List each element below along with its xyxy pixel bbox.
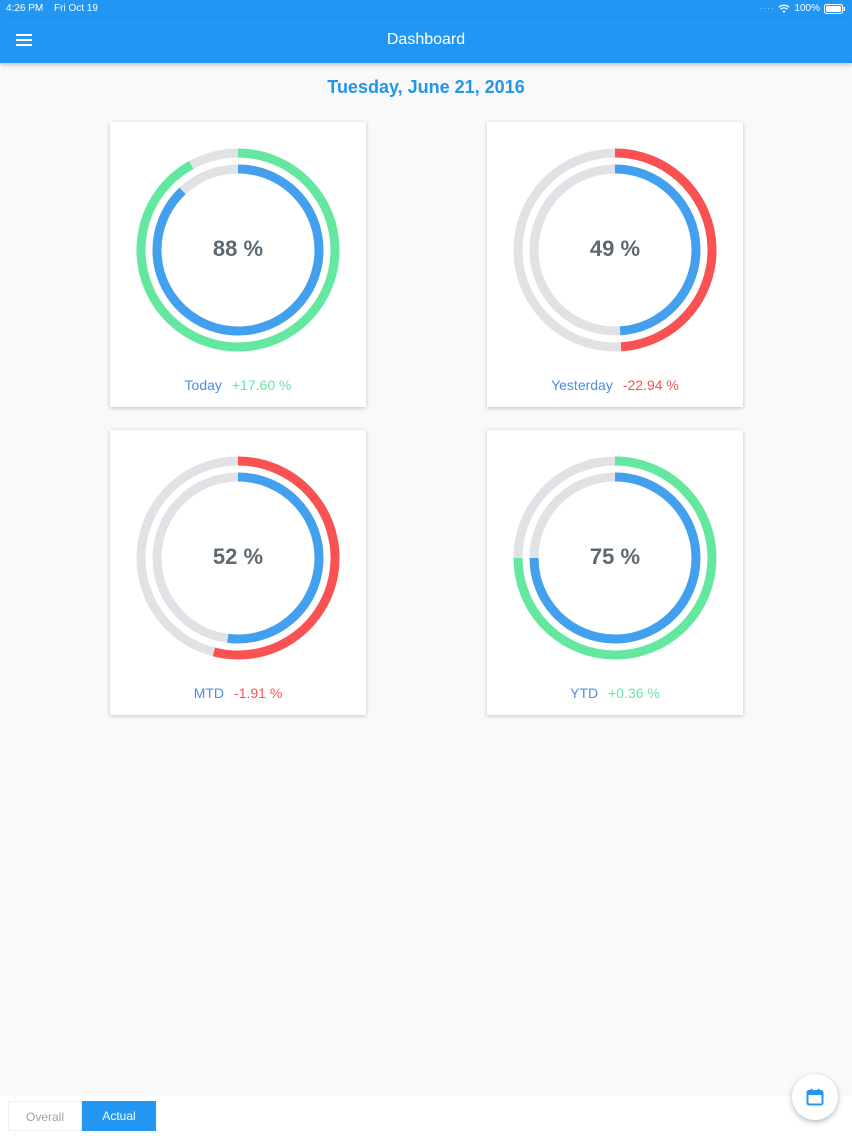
date-label: Tuesday, June 21, 2016 xyxy=(327,77,525,97)
signal-dots-icon: ···· xyxy=(759,4,775,13)
change-value: -1.91 % xyxy=(234,685,283,701)
period-label: Today xyxy=(184,377,222,393)
page-title: Dashboard xyxy=(386,31,466,48)
view-tabs: Overall Actual xyxy=(0,1096,852,1136)
app-bar: Dashboard xyxy=(0,18,852,63)
donut-chart xyxy=(513,148,717,352)
battery-percent: 100% xyxy=(794,3,820,14)
tab-actual[interactable]: Actual xyxy=(82,1101,156,1131)
period-label: MTD xyxy=(193,685,225,701)
hamburger-menu-icon xyxy=(16,34,32,46)
kpi-card-ytd[interactable]: 75 % YTD +0.36 % xyxy=(487,430,743,715)
period-label: YTD xyxy=(570,685,599,701)
inner-ring-arc xyxy=(529,472,701,644)
donut-chart xyxy=(136,148,340,352)
status-bar: 4:26 PM Fri Oct 19 ···· 100% xyxy=(0,0,852,18)
battery-icon xyxy=(824,3,846,14)
status-date: Fri Oct 19 xyxy=(54,3,98,14)
donut-chart xyxy=(136,456,340,660)
change-value: -22.94 % xyxy=(622,377,679,393)
card-footer: Yesterday -22.94 % xyxy=(487,377,743,393)
wifi-icon xyxy=(778,4,791,14)
calendar-button[interactable] xyxy=(792,1074,838,1120)
tab-overall[interactable]: Overall xyxy=(8,1101,82,1131)
card-footer: MTD -1.91 % xyxy=(110,685,366,701)
kpi-card-yesterday[interactable]: 49 % Yesterday -22.94 % xyxy=(487,122,743,407)
outer-ring-arc xyxy=(136,148,340,352)
kpi-card-mtd[interactable]: 52 % MTD -1.91 % xyxy=(110,430,366,715)
menu-button[interactable] xyxy=(12,28,36,52)
percent-value: 75 % xyxy=(589,544,641,569)
donut-chart xyxy=(513,456,717,660)
period-label: Yesterday xyxy=(551,377,613,393)
kpi-card-today[interactable]: 88 % Today +17.60 % xyxy=(110,122,366,407)
calendar-icon xyxy=(806,1088,824,1106)
percent-value: 49 % xyxy=(589,236,641,261)
inner-ring-arc xyxy=(614,164,701,336)
percent-value: 88 % xyxy=(212,236,264,261)
change-value: +0.36 % xyxy=(608,685,660,701)
card-footer: Today +17.60 % xyxy=(110,377,366,393)
percent-value: 52 % xyxy=(212,544,264,569)
change-value: +17.60 % xyxy=(231,377,292,393)
inner-ring-arc xyxy=(227,472,324,644)
outer-ring-arc xyxy=(212,456,340,660)
status-time: 4:26 PM xyxy=(6,3,44,14)
outer-ring-arc xyxy=(614,148,717,352)
inner-ring-arc xyxy=(152,164,324,336)
card-footer: YTD +0.36 % xyxy=(487,685,743,701)
outer-ring-arc xyxy=(513,456,717,660)
